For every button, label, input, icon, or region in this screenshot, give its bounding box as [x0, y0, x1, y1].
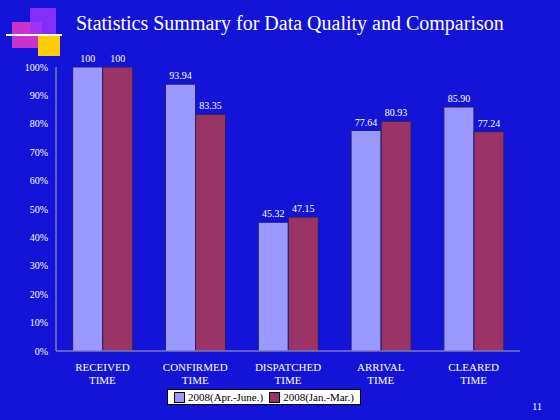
svg-text:85.90: 85.90 [448, 93, 471, 104]
html-text:2008(Jan.-Mar.): 2008(Jan.-Mar.) [283, 391, 354, 403]
svg-text:0%: 0% [35, 346, 48, 357]
svg-text:100: 100 [110, 53, 125, 64]
svg-text:50%: 50% [30, 204, 48, 215]
svg-text:CONFIRMEDTIME: CONFIRMEDTIME [163, 361, 228, 386]
svg-text:70%: 70% [30, 147, 48, 158]
html-text:11: 11 [532, 401, 542, 412]
svg-text:60%: 60% [30, 175, 48, 186]
svg-text:83.35: 83.35 [199, 100, 222, 111]
svg-text:80.93: 80.93 [385, 107, 408, 118]
svg-text:10%: 10% [30, 317, 48, 328]
html-text:2008(Apr.-June.): 2008(Apr.-June.) [188, 391, 264, 403]
svg-text:100: 100 [80, 53, 95, 64]
svg-text:ARRIVALTIME: ARRIVALTIME [357, 361, 405, 386]
svg-text:45.32: 45.32 [262, 208, 285, 219]
svg-text:93.94: 93.94 [169, 70, 192, 81]
svg-text:40%: 40% [30, 232, 48, 243]
svg-text:CLEAREDTIME: CLEAREDTIME [448, 361, 499, 386]
html-text:Statistics Summary for Data Qu: Statistics Summary for Data Quality and … [76, 12, 504, 34]
svg-text:RECEIVEDTIME: RECEIVEDTIME [75, 361, 129, 386]
svg-text:47.15: 47.15 [292, 203, 315, 214]
svg-text:80%: 80% [30, 118, 48, 129]
svg-text:30%: 30% [30, 260, 48, 271]
svg-text:20%: 20% [30, 289, 48, 300]
svg-text:DISPATCHEDTIME: DISPATCHEDTIME [255, 361, 321, 386]
svg-text:100%: 100% [25, 62, 48, 73]
svg-text:77.24: 77.24 [478, 118, 501, 129]
svg-text:90%: 90% [30, 90, 48, 101]
svg-text:77.64: 77.64 [355, 117, 378, 128]
